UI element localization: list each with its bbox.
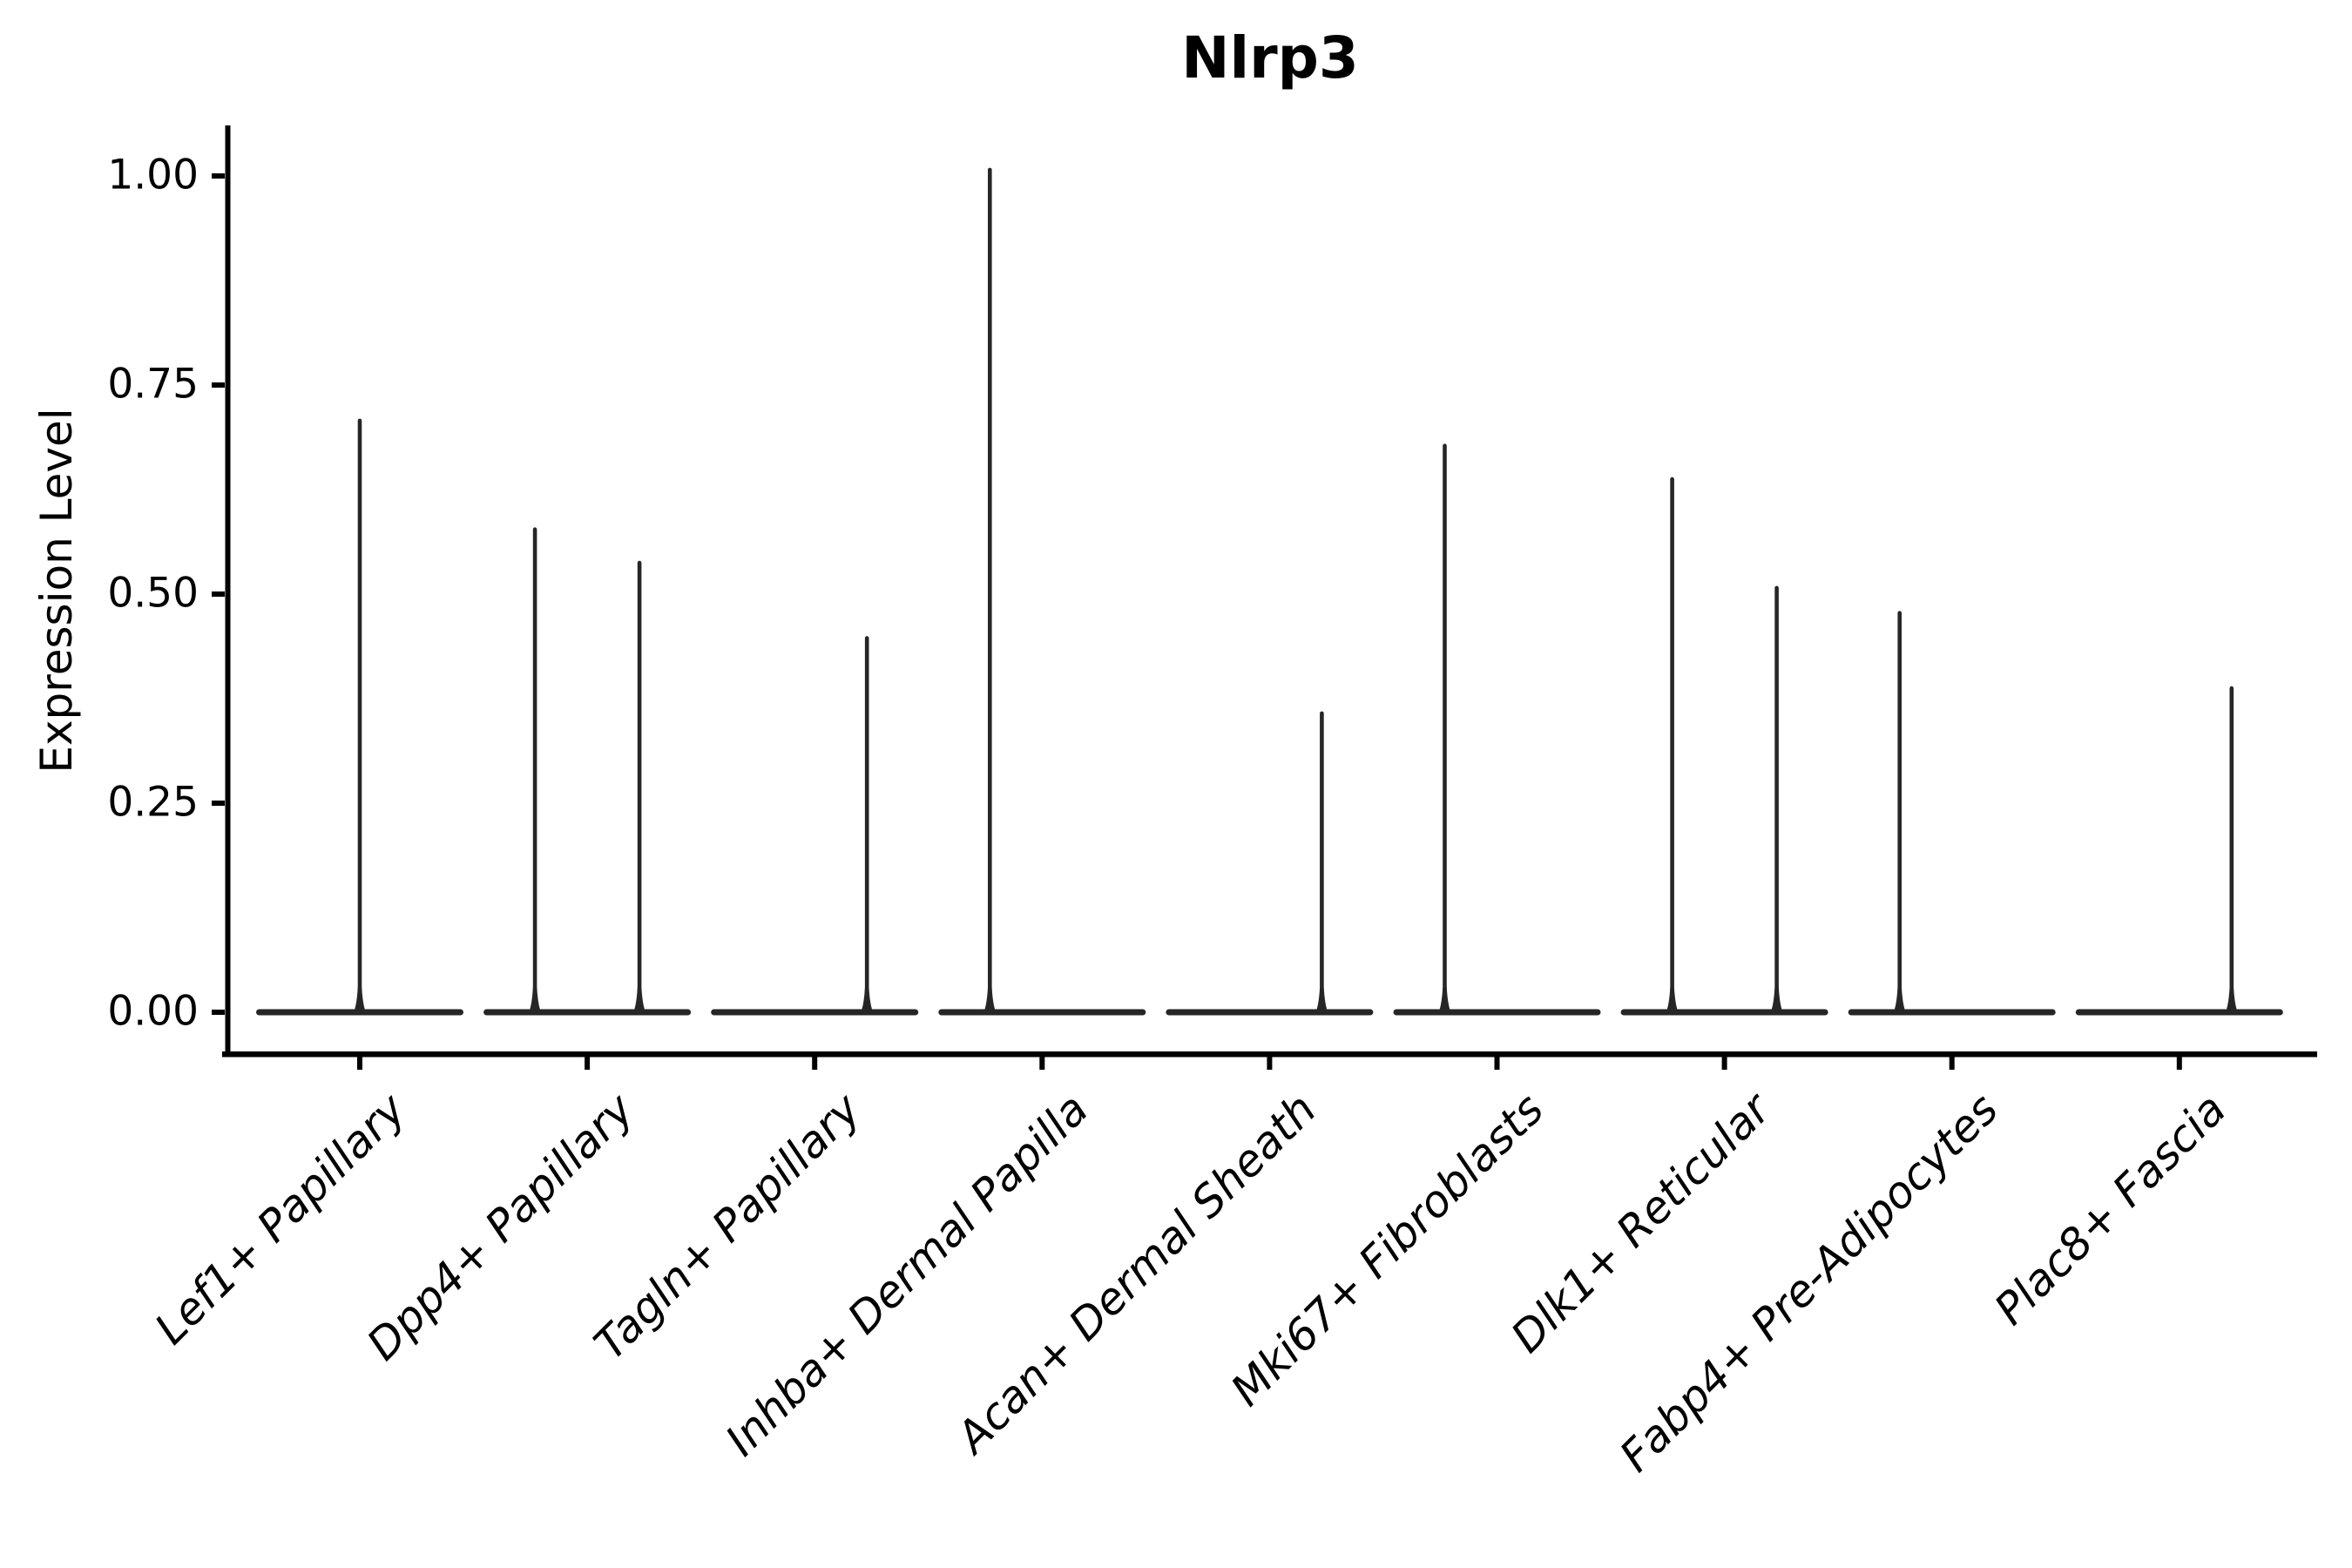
violin-base — [1620, 1009, 1828, 1016]
violin-base — [938, 1009, 1146, 1016]
y-tick-label: 1.00 — [107, 151, 199, 199]
violin-spike-flare — [861, 988, 874, 1012]
violin-spike-flare — [1770, 988, 1783, 1012]
violin-spike-flare — [2225, 988, 2238, 1012]
y-tick-label: 0.75 — [107, 360, 199, 409]
violin-spike-flare — [1666, 988, 1679, 1012]
violin-spike-flare — [983, 988, 997, 1012]
violin-spike-flare — [529, 988, 542, 1012]
violin-base — [1848, 1009, 2056, 1016]
violin-spike-flare — [633, 988, 646, 1012]
y-axis-spine — [225, 125, 231, 1058]
violin-spike-flare — [354, 988, 366, 1012]
y-tick-label: 0.00 — [107, 987, 199, 1036]
violin-base — [483, 1009, 692, 1016]
violin-spike-flare — [1315, 988, 1328, 1012]
plot-title: Nlrp3 — [1181, 24, 1359, 91]
violin-spike-flare — [1893, 988, 1906, 1012]
violin-base — [711, 1009, 919, 1016]
x-axis-spine — [222, 1051, 2317, 1058]
y-tick-label: 0.25 — [107, 778, 199, 827]
violin-spike-flare — [1438, 988, 1451, 1012]
y-tick-label: 0.50 — [107, 569, 199, 618]
violin-base — [1166, 1009, 1374, 1016]
violin-base — [1393, 1009, 1601, 1016]
violin-base — [2075, 1009, 2283, 1016]
